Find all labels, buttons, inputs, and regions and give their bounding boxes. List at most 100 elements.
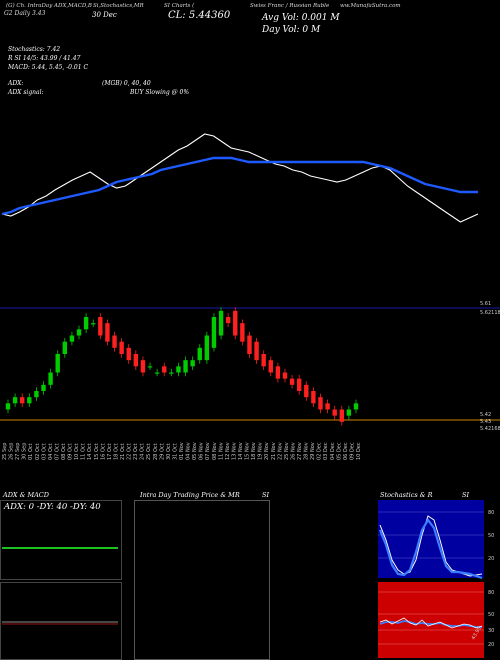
price-label: 5.61 xyxy=(480,301,491,307)
date-tick: 03 Dec xyxy=(323,442,329,460)
candle-body xyxy=(282,372,288,379)
rsi-tick: 30 xyxy=(488,628,494,634)
candle-body xyxy=(296,378,302,391)
date-tick: 15 Nov xyxy=(245,442,251,460)
date-tick: 06 Nov xyxy=(199,442,205,460)
candle-body xyxy=(76,329,82,336)
rsi-last-value: 43.99 xyxy=(471,626,483,641)
date-tick: 06 Dec xyxy=(343,442,349,460)
rsi-smooth-line xyxy=(379,620,482,628)
candle-body xyxy=(183,360,188,373)
stoch-panel-bg xyxy=(378,500,484,578)
date-tick: 11 Nov xyxy=(218,442,224,460)
date-tick: 01 Nov xyxy=(179,442,185,460)
date-tick: 21 Oct xyxy=(120,443,126,460)
rsi-tick: 80 xyxy=(488,590,494,596)
candle-body xyxy=(83,317,89,330)
date-label: 30 Dec xyxy=(92,11,117,19)
date-tick: 30 Sep xyxy=(22,443,28,460)
candle-body xyxy=(332,409,337,416)
date-tick: 25 Nov xyxy=(284,442,290,460)
date-tick: 24 Oct xyxy=(140,443,146,460)
candle-body xyxy=(247,335,252,354)
stoch-tick: 80 xyxy=(488,510,494,516)
macd-readout: MACD: 5.44, 5.45, -0.01 C xyxy=(8,64,89,71)
date-tick: 23 Oct xyxy=(133,443,139,460)
candle-body xyxy=(48,372,53,385)
date-tick: 26 Sep xyxy=(9,443,15,460)
candle-body xyxy=(240,323,245,342)
candle-body xyxy=(34,391,39,398)
day-vol-label: Day Vol: 0 M xyxy=(262,25,321,35)
date-tick: 05 Dec xyxy=(336,442,342,460)
candle-body xyxy=(353,403,359,410)
candle-body xyxy=(119,341,124,354)
stoch-readout: Stochastics: 7.42 xyxy=(8,46,61,53)
date-tick: 02 Dec xyxy=(317,442,323,460)
date-tick: 19 Nov xyxy=(258,442,264,460)
candle-body xyxy=(339,409,344,422)
date-tick: 11 Oct xyxy=(81,443,87,460)
buy-signal-readout: BUY Slowing @ 0% xyxy=(130,89,190,96)
stoch-d-line xyxy=(378,518,483,580)
candle-body xyxy=(154,372,160,374)
date-tick: 16 Oct xyxy=(100,443,106,460)
candle-body xyxy=(62,341,68,354)
stoch-panel-si: SI xyxy=(462,491,470,499)
price-trend-line xyxy=(1,133,479,223)
date-tick: 09 Oct xyxy=(68,443,74,460)
mr-panel-title: Intra Day Trading Price & MR xyxy=(140,491,240,499)
adx-signal-readout: ADX signal: xyxy=(8,89,44,96)
candle-body xyxy=(91,323,96,325)
date-tick: 07 Nov xyxy=(205,442,211,460)
header-top-mid: Si,Stochastics,MR xyxy=(93,3,144,9)
date-tick: 09 Dec xyxy=(349,442,355,460)
candle-body xyxy=(12,397,18,404)
date-tick: 27 Nov xyxy=(297,442,303,460)
candle-body xyxy=(254,341,259,361)
candle-body xyxy=(233,310,238,336)
date-tick: 25 Sep xyxy=(2,443,8,460)
price-label: 5.42168 xyxy=(480,426,500,432)
candle-body xyxy=(20,397,25,404)
candle-body xyxy=(140,360,146,373)
mr-panel xyxy=(134,500,270,660)
stoch-k-line xyxy=(379,515,483,577)
date-tick: 30 Oct xyxy=(166,443,172,460)
candle-body xyxy=(304,384,309,398)
adx-panel-title: ADX & MACD xyxy=(3,491,49,499)
candle-body xyxy=(5,403,11,410)
adx-readout: ADX: xyxy=(8,80,24,87)
candle-body xyxy=(275,366,281,379)
date-tick: 15 Oct xyxy=(94,443,100,460)
date-tick: 27 Sep xyxy=(15,443,21,460)
candle-body xyxy=(133,354,139,367)
price-label: 5.62118 xyxy=(480,310,500,316)
macd-panel xyxy=(0,582,122,660)
date-tick: 01 Oct xyxy=(28,443,34,460)
candle-body xyxy=(69,335,75,342)
rsi-tick: 20 xyxy=(488,642,494,648)
price-label: 5.43 xyxy=(480,419,491,425)
date-tick: 26 Nov xyxy=(290,442,296,460)
candle-body xyxy=(197,347,202,361)
date-tick: 10 Oct xyxy=(74,443,80,460)
candle-body xyxy=(268,360,273,373)
date-tick: 07 Oct xyxy=(54,443,60,460)
candle-body xyxy=(204,335,210,361)
header-top-right-2: Swiss Franc / Russian Ruble xyxy=(250,3,330,9)
date-tick: 10 Dec xyxy=(356,442,362,460)
candle-body xyxy=(112,335,117,348)
adx-values: ADX: 0 -DY: 40 -DY: 40 xyxy=(4,502,101,512)
candle-body xyxy=(325,403,330,410)
date-tick: 05 Nov xyxy=(192,442,198,460)
candle-body xyxy=(289,378,295,385)
candle-body xyxy=(225,317,231,324)
header-top-right-1: SI Charts ( xyxy=(164,3,195,9)
candle-body xyxy=(190,360,195,367)
rsi-panel-bg xyxy=(378,582,484,658)
stoch-tick: 50 xyxy=(488,533,494,539)
date-tick: 17 Oct xyxy=(107,443,113,460)
date-tick: 18 Oct xyxy=(113,443,119,460)
